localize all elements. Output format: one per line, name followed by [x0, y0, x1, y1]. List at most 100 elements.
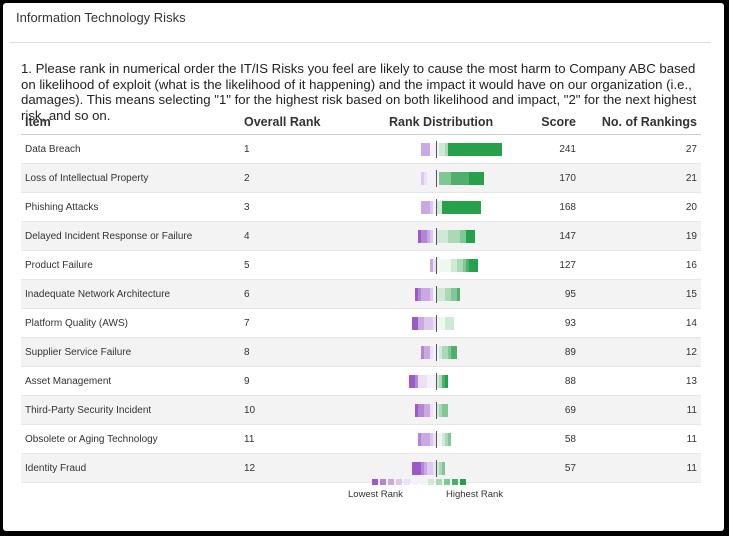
column-header-num-rankings[interactable]: No. of Rankings	[601, 115, 697, 129]
distribution-segment	[433, 259, 436, 272]
item-name: Identity Fraud	[25, 463, 87, 474]
num-rankings: 15	[685, 289, 697, 300]
distribution-segment	[436, 259, 451, 272]
distribution-segment	[418, 375, 427, 388]
distribution-segment	[457, 259, 463, 272]
num-rankings: 21	[685, 173, 697, 184]
distribution-segment	[421, 201, 430, 214]
results-table: Item Overall Rank Rank Distribution Scor…	[21, 108, 701, 483]
distribution-segment	[424, 346, 430, 359]
num-rankings: 19	[685, 231, 697, 242]
overall-rank: 12	[244, 463, 256, 474]
distribution-segment	[430, 404, 433, 417]
num-rankings: 20	[685, 202, 697, 213]
item-name: Obsolete or Aging Technology	[25, 434, 158, 445]
distribution-segment	[439, 375, 442, 388]
score: 69	[564, 405, 576, 416]
distribution-segment	[430, 259, 433, 272]
legend-swatch	[428, 479, 434, 485]
rank-distribution-bar[interactable]	[412, 317, 454, 330]
distribution-center-line	[436, 141, 437, 158]
distribution-segment	[448, 230, 460, 243]
distribution-segment	[415, 288, 418, 301]
rank-distribution-bar[interactable]	[415, 404, 448, 417]
distribution-segment	[448, 433, 451, 446]
table-row: Platform Quality (AWS) 7 93 14	[21, 309, 701, 338]
distribution-segment	[412, 317, 418, 330]
distribution-segment	[427, 462, 433, 475]
rank-distribution-bar[interactable]	[415, 288, 460, 301]
distribution-segment	[436, 462, 439, 475]
distribution-segment	[442, 404, 448, 417]
legend-swatch	[388, 479, 394, 485]
overall-rank: 3	[244, 202, 250, 213]
score: 147	[559, 231, 576, 242]
rank-distribution-bar[interactable]	[418, 230, 475, 243]
overall-rank: 8	[244, 347, 250, 358]
distribution-segment	[436, 317, 445, 330]
column-header-score[interactable]: Score	[541, 115, 576, 129]
score: 241	[559, 144, 576, 155]
distribution-segment	[436, 172, 439, 185]
num-rankings: 11	[686, 405, 697, 416]
distribution-segment	[448, 346, 451, 359]
distribution-center-line	[436, 402, 437, 419]
rank-distribution-bar[interactable]	[421, 143, 502, 156]
table-row: Asset Management 9 88 13	[21, 367, 701, 396]
distribution-segment	[421, 433, 430, 446]
distribution-segment	[427, 172, 436, 185]
overall-rank: 7	[244, 318, 250, 329]
distribution-segment	[466, 230, 475, 243]
rank-legend: Lowest Rank Highest Rank	[348, 479, 508, 509]
distribution-segment	[418, 317, 424, 330]
distribution-segment	[439, 172, 451, 185]
column-header-item[interactable]: Item	[25, 115, 51, 129]
item-name: Platform Quality (AWS)	[25, 318, 128, 329]
distribution-segment	[433, 433, 436, 446]
rank-distribution-bar[interactable]	[421, 172, 484, 185]
table-row: Loss of Intellectual Property 2 170 21	[21, 164, 701, 193]
distribution-center-line	[436, 257, 437, 274]
rank-distribution-bar[interactable]	[409, 375, 448, 388]
distribution-segment	[424, 317, 433, 330]
distribution-segment	[421, 143, 430, 156]
score: 57	[564, 463, 576, 474]
distribution-segment	[436, 346, 439, 359]
distribution-segment	[424, 404, 430, 417]
legend-lowest-rank-label: Lowest Rank	[348, 489, 403, 500]
distribution-segment	[415, 404, 418, 417]
legend-swatch	[412, 479, 418, 485]
distribution-segment	[418, 433, 421, 446]
column-header-rank-distribution[interactable]: Rank Distribution	[389, 115, 494, 129]
item-name: Delayed Incident Response or Failure	[25, 231, 193, 242]
distribution-segment	[418, 404, 424, 417]
overall-rank: 10	[244, 405, 256, 416]
distribution-segment	[412, 462, 421, 475]
overall-rank: 5	[244, 260, 250, 271]
distribution-segment	[421, 288, 430, 301]
table-row: Obsolete or Aging Technology 11 58 11	[21, 425, 701, 454]
legend-swatch	[404, 479, 410, 485]
rank-distribution-bar[interactable]	[412, 462, 445, 475]
score: 170	[559, 173, 576, 184]
column-header-overall-rank[interactable]: Overall Rank	[244, 115, 321, 129]
rank-distribution-bar[interactable]	[421, 346, 457, 359]
distribution-segment	[433, 201, 436, 214]
distribution-segment	[436, 404, 439, 417]
distribution-segment	[415, 375, 418, 388]
distribution-center-line	[436, 228, 437, 245]
legend-swatch	[444, 479, 450, 485]
rank-distribution-bar[interactable]	[430, 259, 478, 272]
distribution-segment	[445, 317, 454, 330]
item-name: Asset Management	[25, 376, 112, 387]
rank-distribution-bar[interactable]	[418, 433, 451, 446]
score: 58	[564, 434, 576, 445]
distribution-segment	[424, 462, 427, 475]
distribution-segment	[418, 230, 421, 243]
score: 88	[564, 376, 576, 387]
distribution-segment	[442, 201, 481, 214]
distribution-segment	[445, 288, 451, 301]
distribution-segment	[448, 143, 502, 156]
rank-distribution-bar[interactable]	[421, 201, 481, 214]
legend-swatch	[396, 479, 402, 485]
